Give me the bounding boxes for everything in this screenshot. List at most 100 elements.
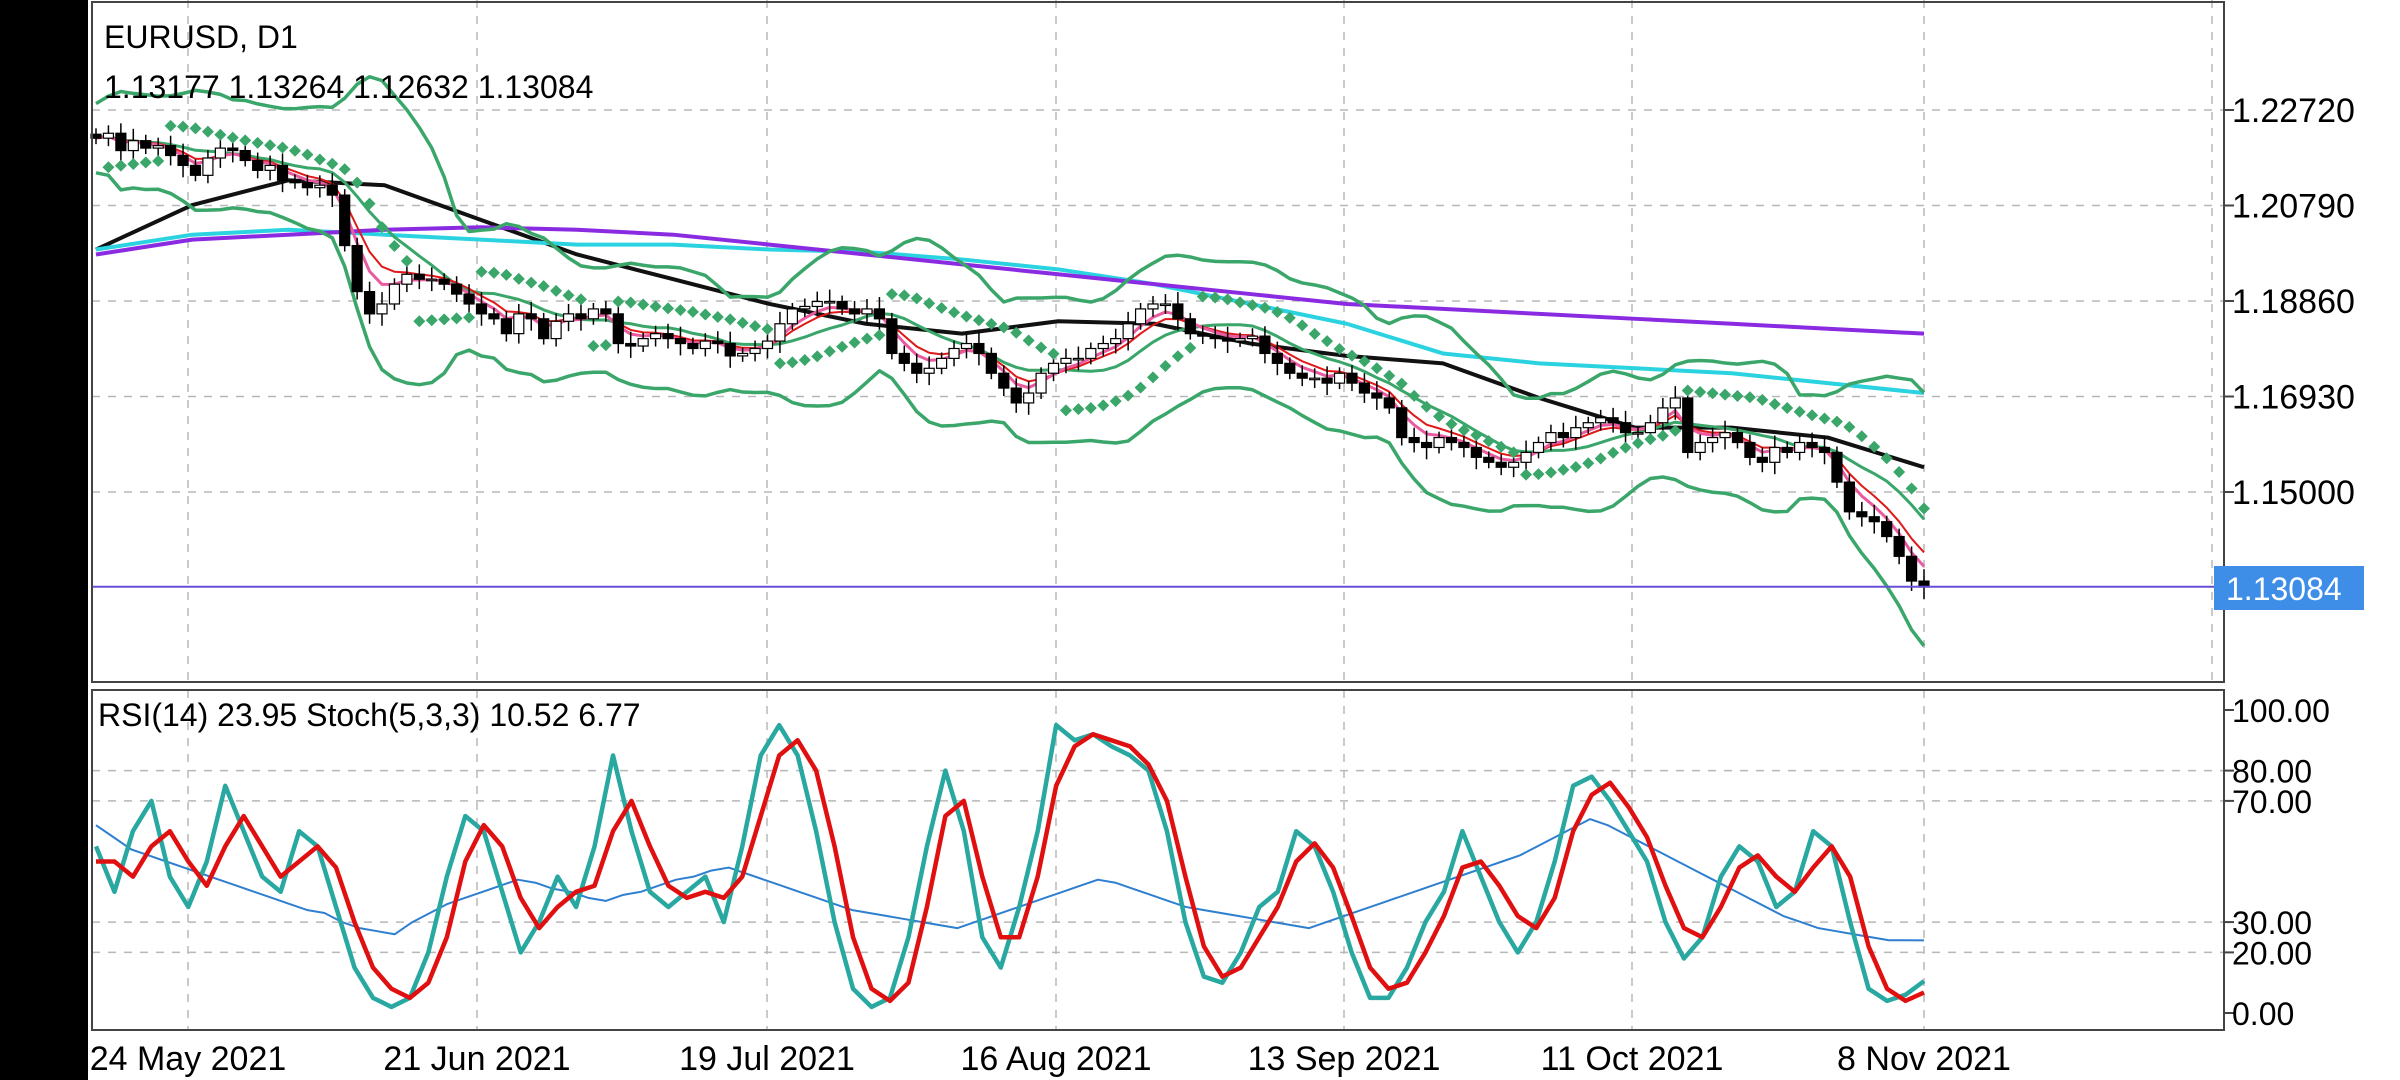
- candle-body: [824, 300, 836, 304]
- parabolic-sar-dot: [1694, 385, 1707, 398]
- parabolic-sar-dot: [1495, 440, 1508, 453]
- candle-body: [575, 313, 587, 320]
- parabolic-sar-dot: [139, 156, 152, 169]
- candle-body: [1396, 407, 1408, 439]
- parabolic-sar-dot: [786, 356, 799, 369]
- indicator-y-tick-label: 0.00: [2232, 996, 2294, 1032]
- candle-body: [1358, 382, 1371, 394]
- parabolic-sar-dot: [1283, 311, 1296, 324]
- candle-body: [1669, 397, 1681, 409]
- candle-body: [811, 300, 823, 308]
- parabolic-sar-dot: [1756, 393, 1769, 406]
- candle-body: [1706, 436, 1719, 444]
- y-tick-label: 1.22720: [2232, 92, 2355, 130]
- parabolic-sar-dot: [525, 276, 538, 289]
- parabolic-sar-dot: [413, 315, 426, 328]
- candle-body: [1284, 362, 1296, 374]
- candle-body: [936, 357, 948, 369]
- candle-body: [189, 164, 202, 176]
- y-tick-label: 1.15000: [2232, 474, 2355, 512]
- parabolic-sar-dot: [885, 288, 898, 301]
- candle-body: [1222, 338, 1234, 342]
- parabolic-sar-dot: [1109, 395, 1122, 408]
- candle-body: [1097, 342, 1109, 350]
- candle-body: [326, 184, 338, 196]
- parabolic-sar-dot: [724, 313, 737, 326]
- candle-body: [1694, 441, 1706, 454]
- candle-body: [985, 352, 997, 374]
- parabolic-sar-dot: [425, 314, 438, 327]
- parabolic-sar-dot: [1059, 404, 1072, 417]
- candle-body: [1744, 441, 1756, 458]
- parabolic-sar-dot: [923, 297, 936, 310]
- candle-body: [1309, 377, 1321, 381]
- parabolic-sar-dot: [201, 125, 214, 138]
- candle-body: [376, 303, 388, 315]
- candle-body: [923, 367, 935, 374]
- parabolic-sar-dot: [1246, 299, 1259, 312]
- parabolic-sar-dot: [935, 301, 948, 314]
- candle-body: [1570, 427, 1582, 439]
- parabolic-sar-dot: [226, 131, 239, 144]
- parabolic-sar-dot: [1544, 466, 1557, 479]
- parabolic-sar-dot: [438, 313, 451, 326]
- parabolic-sar-dot: [1308, 327, 1321, 340]
- parabolic-sar-dot: [574, 293, 587, 306]
- candle-body: [438, 278, 450, 285]
- indicator-plot[interactable]: [93, 722, 1926, 1010]
- parabolic-sar-dot: [1022, 334, 1035, 347]
- candle-body: [911, 362, 923, 374]
- candle-body: [737, 352, 749, 357]
- parabolic-sar-dot: [736, 316, 749, 329]
- candle-body: [1246, 335, 1259, 340]
- parabolic-sar-dot: [1868, 440, 1881, 453]
- parabolic-sar-dot: [450, 312, 463, 325]
- candle-body: [252, 159, 264, 171]
- candle-body: [1595, 417, 1607, 424]
- candle-body: [451, 283, 463, 295]
- parabolic-sar-dot: [127, 158, 140, 171]
- parabolic-sar-dot: [1420, 400, 1433, 413]
- parabolic-sar-dot: [562, 289, 575, 302]
- candle-body: [152, 145, 164, 149]
- candle-body: [1794, 441, 1806, 454]
- parabolic-sar-dot: [288, 144, 301, 157]
- parabolic-sar-dot: [1321, 335, 1334, 348]
- candle-body: [1172, 303, 1184, 320]
- candle-body: [165, 145, 177, 157]
- candle-body: [1607, 417, 1619, 424]
- parabolic-sar-dot: [1271, 305, 1284, 318]
- parabolic-sar-dot: [351, 176, 364, 189]
- parabolic-sar-dot: [1296, 319, 1309, 332]
- candle-body: [786, 308, 798, 325]
- x-tick-label: 19 Jul 2021: [679, 1040, 855, 1078]
- parabolic-sar-dot: [1258, 301, 1271, 314]
- x-tick-label: 13 Sep 2021: [1248, 1040, 1441, 1078]
- candle-body: [724, 342, 736, 357]
- parabolic-sar-dot: [637, 298, 650, 311]
- x-tick-label: 16 Aug 2021: [961, 1040, 1152, 1078]
- parabolic-sar-dot: [1184, 341, 1197, 354]
- candle-body: [1184, 318, 1196, 335]
- moving-average-line: [95, 178, 1925, 470]
- candle-body: [1756, 456, 1768, 463]
- candle-body: [873, 308, 886, 320]
- candle-body: [276, 164, 289, 181]
- price-plot[interactable]: [90, 74, 2224, 648]
- parabolic-sar-dot: [1806, 409, 1819, 422]
- candle-body: [289, 179, 301, 184]
- fast-ma-pink: [95, 134, 1926, 568]
- parabolic-sar-dot: [1445, 418, 1458, 431]
- parabolic-sar-dot: [761, 323, 774, 336]
- candle-body: [550, 320, 562, 340]
- candle-body: [1197, 333, 1209, 337]
- candle-body: [1905, 555, 1918, 582]
- indicator-y-tick-label: 70.00: [2232, 784, 2312, 820]
- parabolic-sar-dot: [599, 339, 612, 352]
- parabolic-sar-dot: [338, 163, 351, 176]
- candle-body: [513, 313, 525, 335]
- candle-body: [140, 140, 152, 149]
- parabolic-sar-dot: [587, 340, 600, 353]
- indicator-y-tick-label: 80.00: [2232, 754, 2312, 790]
